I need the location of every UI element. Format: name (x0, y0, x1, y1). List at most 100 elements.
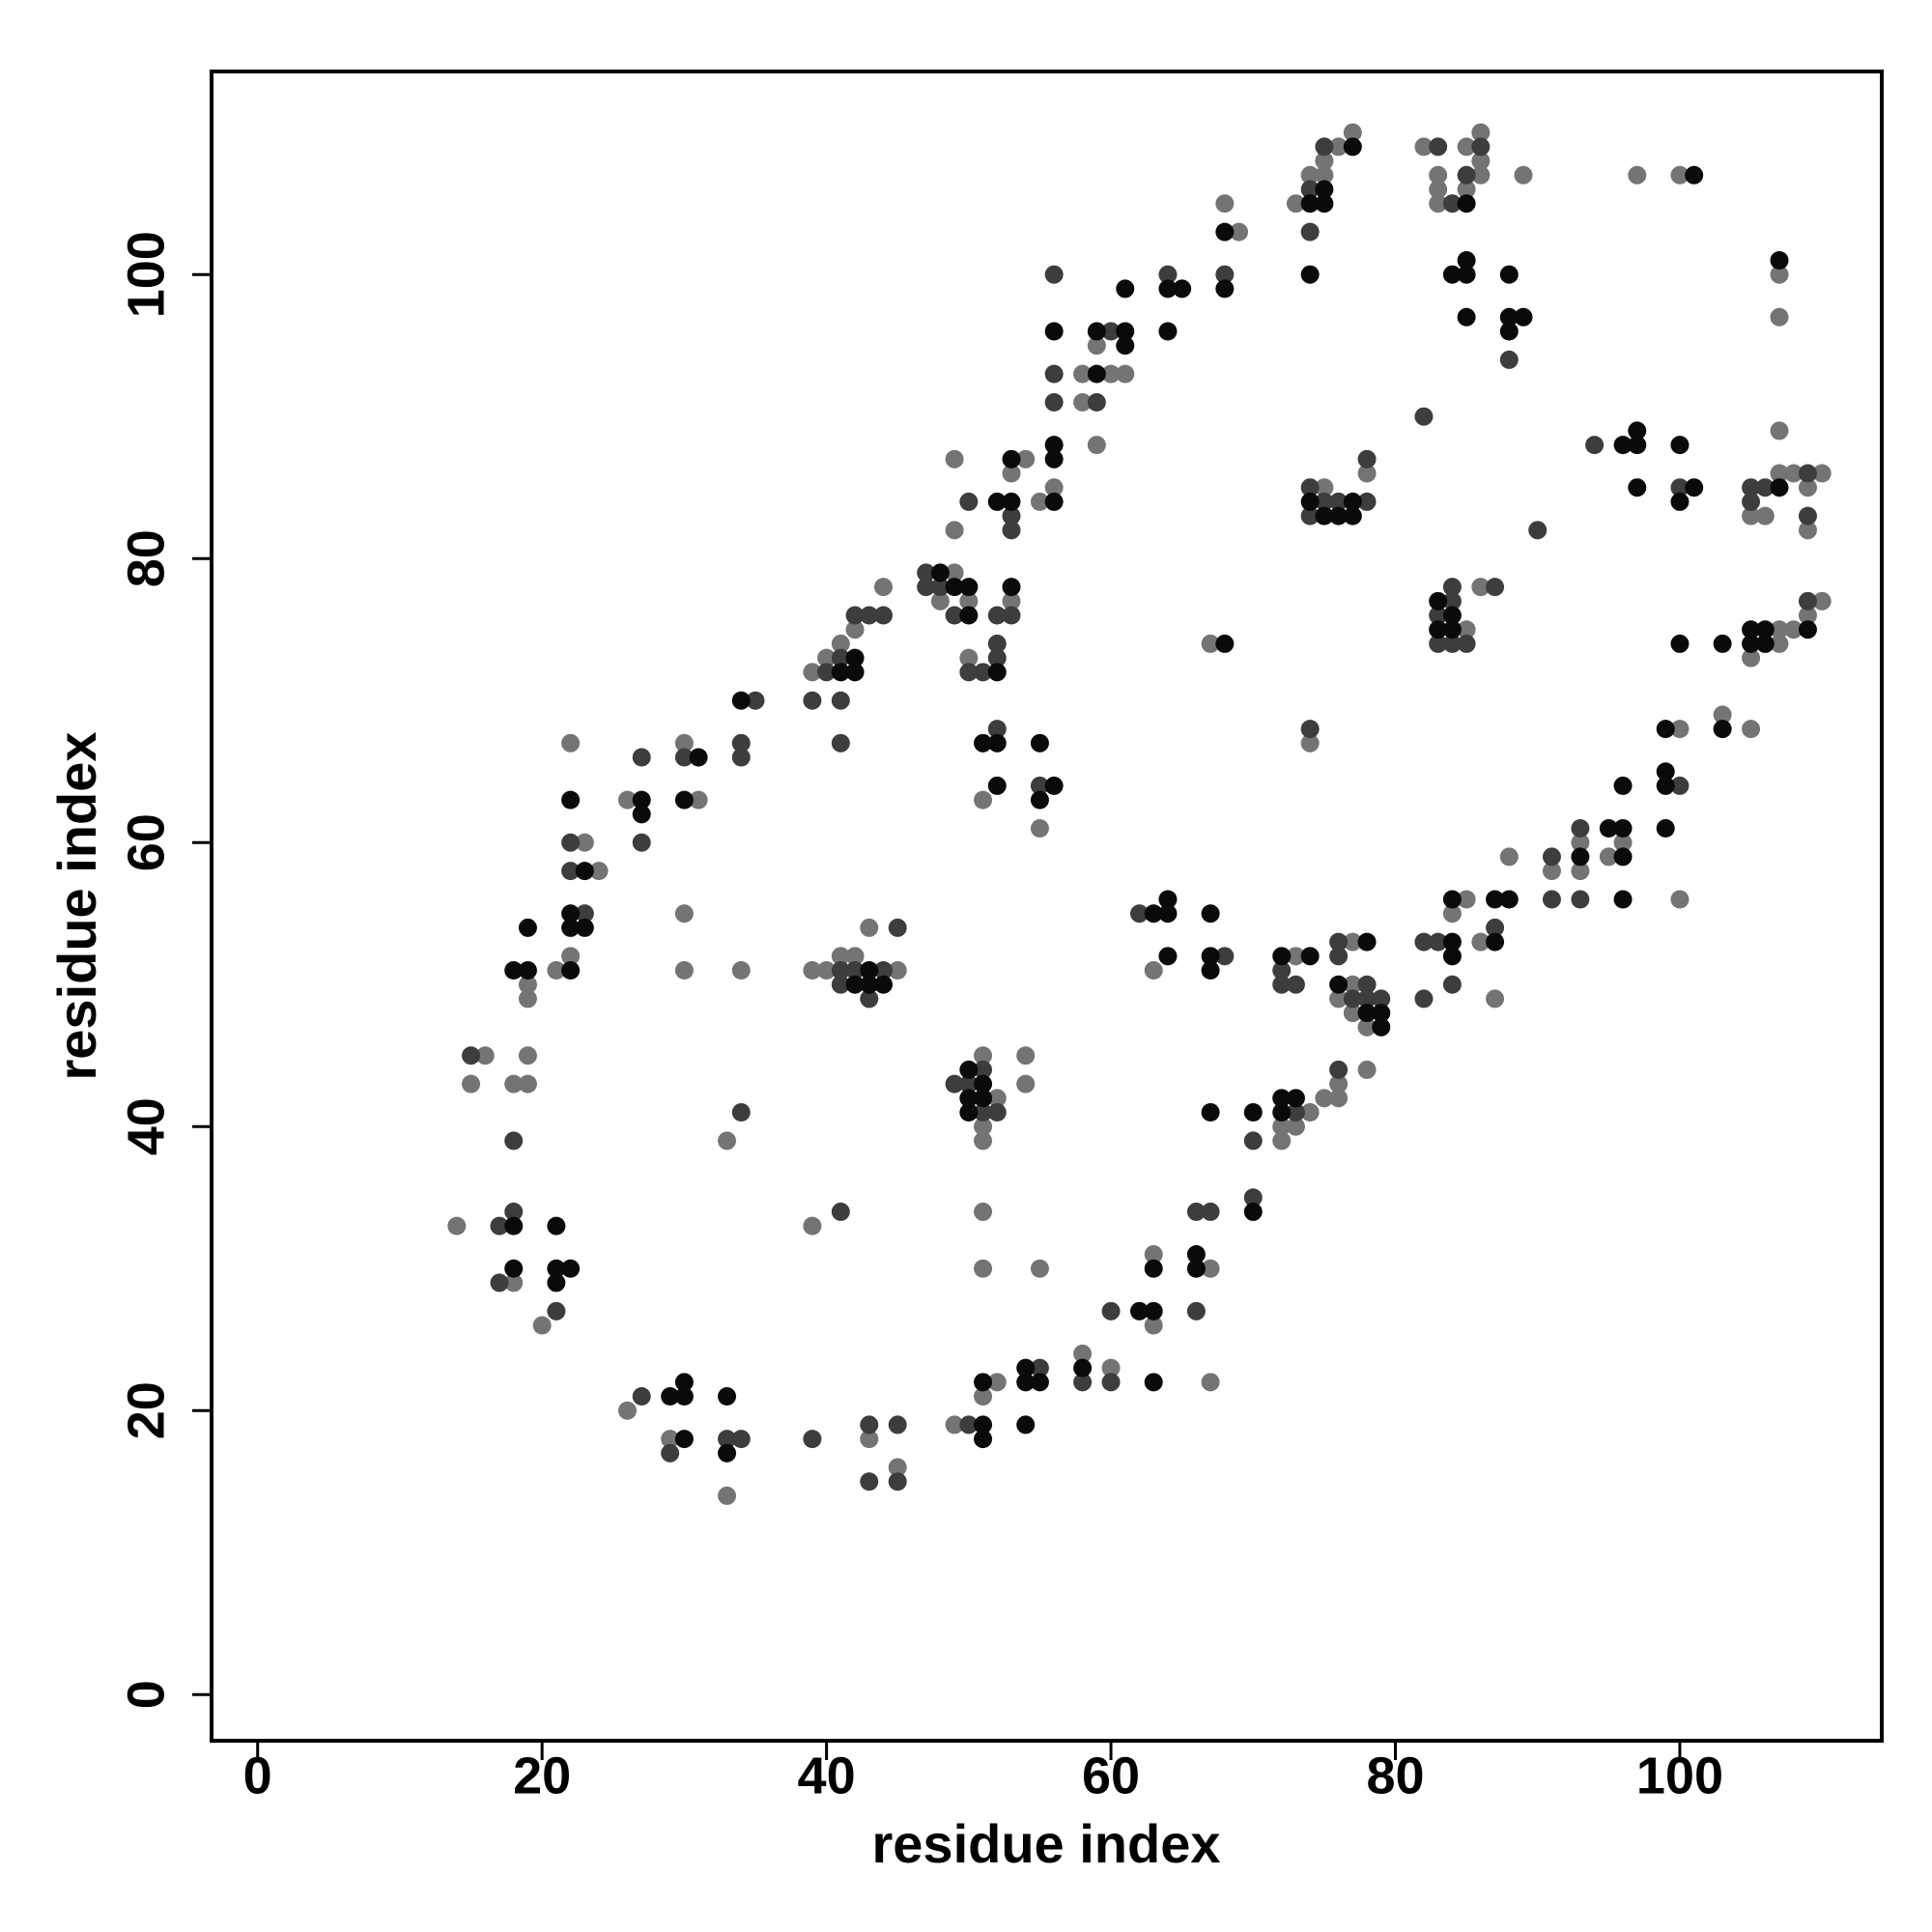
point (1372, 1017, 1391, 1037)
point (1798, 478, 1817, 497)
point (1471, 152, 1491, 171)
point (1073, 1344, 1093, 1363)
point (518, 989, 537, 1009)
point (1812, 464, 1832, 483)
point (1286, 1117, 1305, 1136)
point (845, 947, 865, 966)
point (1272, 1089, 1292, 1108)
point (1457, 194, 1476, 213)
point (1656, 819, 1675, 838)
point (1613, 847, 1633, 867)
point (1243, 1188, 1263, 1208)
point (1770, 478, 1789, 497)
point (1272, 975, 1292, 994)
point (575, 918, 594, 937)
point (1486, 918, 1505, 937)
point (817, 961, 837, 980)
point (1357, 464, 1377, 483)
point (490, 1216, 509, 1236)
point (1755, 620, 1775, 639)
point (1002, 606, 1021, 625)
y-tick-label: 80 (117, 529, 175, 587)
y-tick-label: 40 (117, 1097, 175, 1155)
point (974, 1387, 993, 1406)
point (1286, 1089, 1305, 1108)
point (746, 691, 765, 710)
point (1002, 506, 1021, 526)
point (1471, 137, 1491, 156)
point (1044, 449, 1064, 469)
point (462, 1046, 481, 1065)
point (1101, 364, 1121, 384)
point (1300, 265, 1320, 284)
point (831, 961, 850, 980)
point (447, 1216, 467, 1236)
point (1571, 833, 1590, 852)
point (1101, 1301, 1121, 1321)
point (974, 790, 993, 810)
point (1329, 506, 1349, 526)
point (803, 663, 822, 682)
point (1372, 1004, 1391, 1023)
point (974, 1074, 993, 1094)
point (845, 975, 865, 994)
point (803, 961, 822, 980)
point (1116, 364, 1135, 384)
point (1514, 307, 1533, 327)
point (674, 961, 694, 980)
point (1457, 180, 1476, 199)
point (860, 1430, 879, 1449)
point (1628, 421, 1647, 440)
point (1812, 591, 1832, 611)
point (475, 1046, 495, 1065)
point (831, 691, 850, 710)
point (1158, 890, 1178, 909)
point (1613, 436, 1633, 455)
point (1542, 890, 1561, 909)
point (1442, 620, 1462, 639)
point (1613, 833, 1633, 852)
point (1486, 578, 1505, 597)
point (547, 1273, 566, 1293)
point (1343, 137, 1362, 156)
point (1685, 165, 1704, 185)
point (845, 648, 865, 668)
point (1670, 165, 1690, 185)
point (1429, 180, 1448, 199)
point (1116, 322, 1135, 341)
point (1343, 1004, 1362, 1023)
point (1613, 776, 1633, 795)
point (1272, 1117, 1292, 1136)
point (632, 748, 651, 767)
point (1457, 137, 1476, 156)
point (1315, 152, 1334, 171)
point (1129, 1301, 1149, 1321)
point (731, 691, 751, 710)
point (504, 961, 524, 980)
point (1044, 265, 1064, 284)
point (1201, 961, 1220, 980)
point (1002, 449, 1021, 469)
point (987, 776, 1007, 795)
point (1429, 932, 1448, 952)
point (1357, 975, 1377, 994)
point (1670, 720, 1690, 739)
point (987, 634, 1007, 653)
point (1201, 904, 1220, 923)
point (731, 1430, 751, 1449)
point (1030, 492, 1049, 511)
point (1457, 307, 1476, 327)
point (917, 563, 936, 582)
x-tick-label: 80 (1366, 1747, 1424, 1804)
point (974, 1259, 993, 1278)
point (1542, 847, 1561, 867)
point (888, 918, 907, 937)
point (1599, 847, 1618, 867)
point (1201, 1373, 1220, 1392)
point (561, 833, 581, 852)
point (1201, 1103, 1220, 1122)
point (490, 1273, 509, 1293)
point (1315, 165, 1334, 185)
point (1571, 819, 1590, 838)
point (674, 1387, 694, 1406)
